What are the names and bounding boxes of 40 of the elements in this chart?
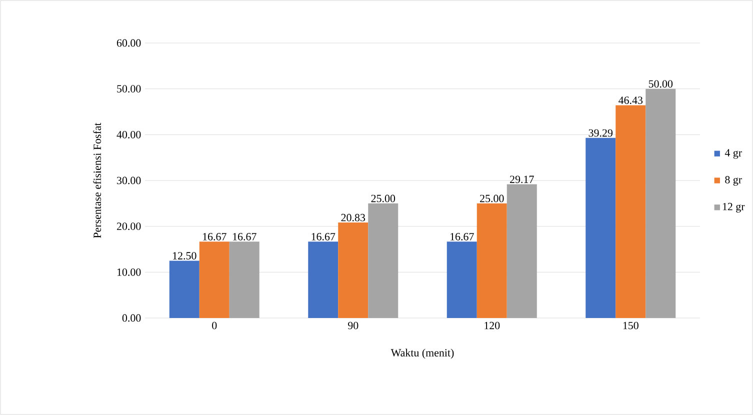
bar <box>199 242 230 318</box>
x-tick-label: 90 <box>348 322 358 330</box>
bar <box>169 260 200 318</box>
y-tick-label: 50.00 <box>117 85 141 93</box>
data-label: 16.67 <box>312 232 336 240</box>
y-axis-title: Persentase efisiensi Fosfat <box>93 122 101 238</box>
bar <box>338 222 368 318</box>
bar <box>368 203 398 318</box>
bar <box>476 203 507 318</box>
legend-label: 4 gr <box>724 149 742 159</box>
data-label: 25.00 <box>371 194 396 202</box>
legend-label: 12 gr <box>722 202 745 213</box>
y-tick-label: 40.00 <box>116 130 141 138</box>
y-tick-label: 0.00 <box>122 314 141 322</box>
bar <box>229 242 260 318</box>
y-tick-label: 20.00 <box>116 222 141 230</box>
data-label: 16.67 <box>450 232 474 240</box>
bar <box>308 242 338 318</box>
bar <box>506 184 537 318</box>
data-label: 12.50 <box>173 252 196 260</box>
legend-label: 8 gr <box>725 176 742 186</box>
data-label: 16.67 <box>233 232 256 240</box>
x-tick-label: 150 <box>623 322 638 330</box>
bar <box>646 88 676 318</box>
y-tick-label: 30.00 <box>117 176 141 184</box>
x-tick-label: 120 <box>484 322 500 330</box>
data-label: 20.83 <box>341 214 366 222</box>
bar <box>616 105 646 318</box>
y-tick-label: 60.00 <box>116 39 141 47</box>
bar <box>586 138 616 318</box>
data-label: 29.17 <box>510 176 534 184</box>
data-label: 16.67 <box>203 232 226 240</box>
data-label: 46.43 <box>618 96 643 104</box>
y-tick-label: 10.00 <box>117 268 141 276</box>
data-label: 39.29 <box>588 129 613 137</box>
x-axis-title: Waktu (menit) <box>390 348 454 359</box>
data-label: 50.00 <box>648 80 673 88</box>
bar <box>446 242 477 318</box>
data-label: 25.00 <box>480 194 504 202</box>
x-tick-label: 0 <box>212 322 217 330</box>
